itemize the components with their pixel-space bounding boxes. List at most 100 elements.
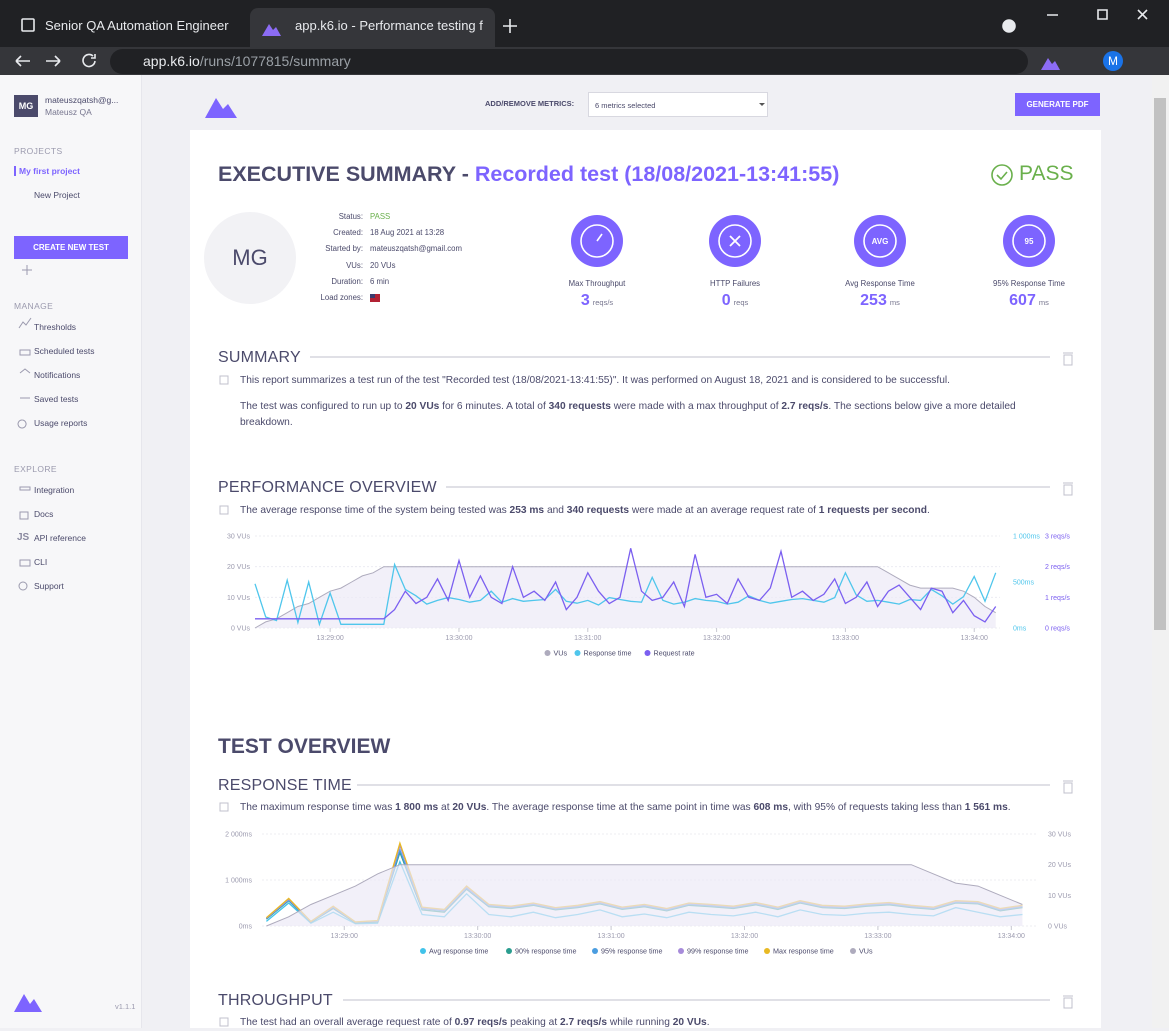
unit: ms xyxy=(889,298,900,307)
detail-value: 18 Aug 2021 at 13:28 xyxy=(370,228,445,238)
address-bar[interactable]: app.k6.io/runs/1077815/summary xyxy=(110,49,1028,74)
detail-label: Status: xyxy=(338,212,363,221)
sidebar: MG mateuszqatsh@g... Mateusz QA PROJECTS… xyxy=(0,75,142,1028)
strong: 2.7 reqs/s xyxy=(781,401,829,412)
paragraph: The test was configured to run up to 20 … xyxy=(240,399,1070,431)
strong: 0.97 reqs/s xyxy=(454,1017,508,1028)
detail-value: mateuszqatsh@gmail.com xyxy=(370,244,462,254)
metrics-select[interactable]: 6 metrics selected xyxy=(588,92,768,117)
section-heading: PERFORMANCE OVERVIEW xyxy=(218,479,437,496)
test-name: Recorded test (18/08/2021-13:41:55) xyxy=(474,162,840,186)
text: . The average response time at the same … xyxy=(486,802,754,813)
text: , with 95% of requests taking less than xyxy=(788,802,965,813)
strong: 340 requests xyxy=(548,401,611,412)
strong: 1 800 ms xyxy=(395,802,439,813)
nav-item[interactable]: Integration xyxy=(34,485,75,495)
detail-value: 6 min xyxy=(370,276,390,286)
text: at xyxy=(438,802,453,813)
text: . xyxy=(926,505,930,516)
result: PASS xyxy=(1019,162,1074,185)
user-avatar: MG xyxy=(14,95,38,117)
detail-label: VUs: xyxy=(346,260,363,270)
metric-value: 3 reqs/s xyxy=(527,292,667,310)
section-heading: PROJECTS xyxy=(14,146,63,156)
tab-title: Senior QA Automation Engineer xyxy=(45,18,229,33)
strong: 2.7 reqs/s xyxy=(560,1017,608,1028)
toolbar: app.k6.io/runs/1077815/summary M xyxy=(0,47,1169,75)
nav-item[interactable]: CLI xyxy=(34,557,48,567)
strong: 1 requests per second xyxy=(818,505,927,516)
nav-item[interactable]: API reference xyxy=(34,533,86,543)
unit: reqs xyxy=(733,298,749,307)
metric-value: 253 ms xyxy=(810,292,950,310)
text: . xyxy=(706,1017,710,1028)
unit: reqs/s xyxy=(592,298,614,307)
metric-label: 95% Response Time xyxy=(993,279,1065,288)
strong: 1 561 ms xyxy=(964,802,1008,813)
url-path: /runs/1077815/summary xyxy=(199,53,351,69)
strong: 608 ms xyxy=(753,802,789,813)
strong: 20 VUs xyxy=(672,1017,707,1028)
nav-item[interactable]: Usage reports xyxy=(34,418,88,428)
text: . xyxy=(1007,802,1011,813)
metric-value: 607 ms xyxy=(959,292,1099,310)
generate-pdf[interactable]: GENERATE PDF xyxy=(1015,93,1100,116)
scroll-thumb[interactable] xyxy=(1154,98,1166,630)
nav-item[interactable]: Notifications xyxy=(34,370,81,380)
tab-active[interactable]: app.k6.io - Performance testing f xyxy=(250,8,495,47)
nav-item[interactable]: Support xyxy=(34,581,64,591)
scrollbar xyxy=(1152,75,1169,1028)
text: were made with a max throughput of xyxy=(610,401,782,412)
value: 607 xyxy=(1009,292,1036,309)
section-title: TEST OVERVIEW xyxy=(218,735,391,758)
text: were made at an average request rate of xyxy=(629,505,819,516)
metric-label: HTTP Failures xyxy=(709,279,761,288)
text: The test had an overall average request … xyxy=(240,1017,455,1028)
nav-item[interactable]: Scheduled tests xyxy=(34,346,95,356)
create-test-button[interactable]: CREATE NEW TEST xyxy=(14,236,128,259)
paragraph: The test had an overall average request … xyxy=(240,1015,1080,1031)
metric-label: Avg Response Time xyxy=(845,279,915,288)
tab[interactable]: Senior QA Automation Engineer xyxy=(0,8,248,47)
strong: 340 requests xyxy=(566,505,630,516)
new-project[interactable]: New Project xyxy=(34,190,80,200)
user-name: Mateusz QA xyxy=(45,107,92,117)
nav-item[interactable]: Thresholds xyxy=(34,322,77,332)
metrics-label: ADD/REMOVE METRICS: xyxy=(485,99,575,108)
profile[interactable]: M xyxy=(1103,51,1123,71)
detail-label: Duration: xyxy=(331,276,363,286)
project[interactable]: My first project xyxy=(14,166,80,176)
url-host: app.k6.io xyxy=(143,53,200,69)
strong: 20 VUs xyxy=(405,401,440,412)
section-heading: RESPONSE TIME xyxy=(218,777,352,794)
section-heading: THROUGHPUT xyxy=(218,992,333,1009)
strong: 253 ms xyxy=(509,505,545,516)
text: This report summarizes a test run of the… xyxy=(240,375,950,386)
value: 0 xyxy=(721,292,731,309)
paragraph: The maximum response time was 1 800 ms a… xyxy=(240,800,1080,816)
nav-item[interactable]: Saved tests xyxy=(34,394,79,404)
value: 253 xyxy=(860,292,887,309)
detail-label: Load zones: xyxy=(320,293,363,302)
text: peaking at xyxy=(507,1017,561,1028)
version: v1.1.1 xyxy=(115,1002,136,1011)
js-icon: JS xyxy=(17,532,30,543)
nav-item[interactable]: Docs xyxy=(34,509,54,519)
paragraph: The average response time of the system … xyxy=(240,503,1080,519)
tab-title: app.k6.io - Performance testing f xyxy=(295,18,483,33)
tab-strip: Senior QA Automation Engineer app.k6.io … xyxy=(0,0,1169,47)
section-heading: SUMMARY xyxy=(218,349,301,366)
value: 3 xyxy=(580,292,590,309)
strong: 20 VUs xyxy=(452,802,487,813)
report-title: EXECUTIVE SUMMARY - Recorded test (18/08… xyxy=(218,162,839,187)
text: while running xyxy=(607,1017,673,1028)
unit: ms xyxy=(1038,298,1049,307)
text: The test was configured to run up to xyxy=(240,401,406,412)
paragraph: This report summarizes a test run of the… xyxy=(240,373,1070,389)
user-email[interactable]: mateuszqatsh@g... xyxy=(45,95,119,105)
title: EXECUTIVE SUMMARY - xyxy=(218,162,469,186)
text: for 6 minutes. A total of xyxy=(439,401,549,412)
metric-value: 0 reqs xyxy=(665,292,805,310)
detail-value: PASS xyxy=(370,212,391,221)
